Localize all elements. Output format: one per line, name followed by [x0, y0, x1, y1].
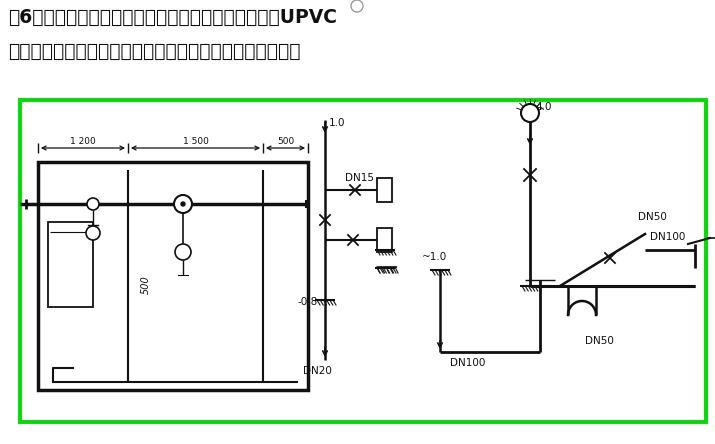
Bar	[377, 178, 392, 202]
Text: 500: 500	[277, 137, 294, 146]
Bar	[38, 162, 308, 390]
Text: DN15: DN15	[345, 173, 374, 183]
Bar	[48, 222, 93, 307]
Text: 1 200: 1 200	[70, 137, 96, 146]
Bar	[377, 228, 392, 252]
Circle shape	[87, 198, 99, 210]
Text: ~1.0: ~1.0	[422, 252, 448, 262]
Circle shape	[86, 226, 100, 240]
Text: DN50: DN50	[638, 212, 667, 222]
Text: 500: 500	[141, 276, 151, 294]
Text: DN50: DN50	[585, 336, 614, 346]
Text: 例6：直冲蹲式瓷便器、瓷立式小便器、镀锅给水管、UPVC: 例6：直冲蹲式瓷便器、瓷立式小便器、镀锅给水管、UPVC	[8, 8, 337, 27]
Text: DN20: DN20	[303, 366, 332, 376]
Bar	[20, 100, 706, 422]
Text: 1.0: 1.0	[329, 118, 345, 128]
Text: 1 500: 1 500	[182, 137, 209, 146]
Circle shape	[175, 244, 191, 260]
Circle shape	[181, 202, 185, 206]
Text: 4.0: 4.0	[535, 102, 551, 112]
Text: -0.8: -0.8	[297, 297, 317, 307]
Text: DN100: DN100	[650, 232, 686, 242]
Text: DN100: DN100	[450, 358, 485, 368]
Text: 排水管。要求计算给排水相关项目工程量。设墙厚为一砖。: 排水管。要求计算给排水相关项目工程量。设墙厚为一砖。	[8, 42, 300, 61]
Circle shape	[174, 195, 192, 213]
Circle shape	[521, 104, 539, 122]
